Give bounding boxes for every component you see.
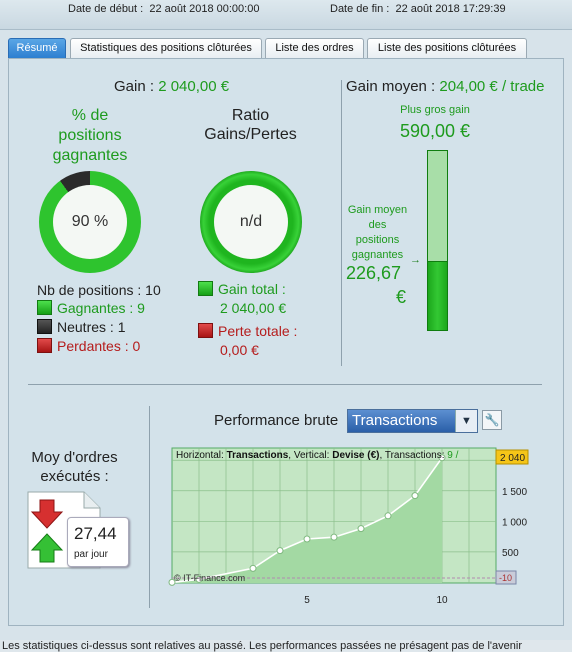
baseline-badge [495,570,517,585]
divider-vertical [341,80,342,366]
arrow-right-icon: → [410,254,421,266]
red-square-icon [198,323,213,338]
performance-chart-svg: 500 1 000 1 500 5 10 2 040 -10 Horizontal: … [168,447,529,606]
disclaimer: Les statistiques ci-dessus sont relative… [0,640,572,652]
avg-winning-value: 226,67 € [346,263,407,307]
avg-gain-bar [427,150,448,331]
gain-total-value: 2 040,00 € [220,300,287,316]
tab-orders[interactable]: Liste des ordres [265,38,364,58]
largest-gain-label: Plus gros gain [400,104,470,116]
black-square-icon [37,319,52,334]
x-tick-label: 10 [436,595,448,606]
legend-gain-total: Gain total : [198,281,286,297]
end-date: Date de fin : 22 août 2018 17:29:39 [330,3,506,15]
performance-label: Performance brute [214,412,339,429]
chart-mode-value: Transactions [352,412,438,429]
largest-gain-value: 590,00 € [399,121,471,141]
y-ticks: 500 1 000 1 500 [502,487,527,559]
data-point [384,512,392,520]
date-bar: Date de début : 22 août 2018 00:00:00 Da… [0,0,572,30]
legend-loss-total: Perte totale : [198,323,297,339]
data-point [276,547,284,555]
avg-orders-title: Moy d'ordres exécutés : [31,449,118,485]
data-point [249,564,257,572]
wrench-icon[interactable]: 🔧 [482,410,502,430]
gain-label: Gain [114,78,146,95]
green-square-icon [198,281,213,296]
baseline-label: -10 [499,573,512,583]
red-square-icon [37,338,52,353]
tab-stats-closed[interactable]: Statistiques des positions clôturées [70,38,262,58]
pct-winning-title: % de positions gagnantes [52,107,128,164]
last-value-badge [495,449,529,465]
green-square-icon [37,300,52,315]
gain-loss-ratio-value: n/d [214,185,288,259]
chart-watermark: © IT-Finance.com [174,573,245,583]
data-point [303,535,311,543]
orders-per-day-value: 27,44 [74,524,117,543]
avg-winning-label: Gain moyen des positions gagnantes [347,204,408,261]
orders-per-day-unit: par jour [74,549,108,560]
start-date: Date de début : 22 août 2018 00:00:00 [68,3,260,15]
tab-closed-positions[interactable]: Liste des positions clôturées [367,38,527,58]
divider-vertical-bottom [149,406,150,608]
divider-horizontal [28,384,542,385]
gain-loss-ratio-ring: n/d [200,171,302,273]
last-value-label: 2 040 [500,453,525,464]
x-tick-label: 5 [304,595,310,606]
orders-per-day-card: 27,44 par jour [67,517,129,567]
ratio-title: Ratio Gains/Pertes [204,107,297,143]
y-tick-label: 500 [502,548,519,559]
gain-value: 2 040,00 € [158,78,230,95]
chart-info-text: Horizontal: Transactions, Vertical: Devi… [176,450,459,461]
series-points [168,454,446,586]
legend-winning: Gagnantes : 9 [37,300,145,316]
data-point [168,578,176,586]
avg-gain-summary: Gain moyen : 204,00 € / trade [346,78,545,95]
y-tick-label: 1 500 [502,487,527,498]
series-area [172,457,442,583]
gain-summary: Gain : 2 040,00 € [114,78,230,95]
chart-mode-select[interactable]: Transactions ▼ [347,409,478,433]
series-line [171,457,443,584]
data-point [438,454,446,462]
loss-total-value: 0,00 € [220,342,259,358]
data-point [411,492,419,500]
data-point [330,533,338,541]
tab-resume[interactable]: Résumé [8,38,66,58]
chevron-down-icon[interactable]: ▼ [455,410,477,432]
winning-ratio-value: 90 % [53,185,127,259]
winning-ratio-ring: 90 % [39,171,141,273]
legend-losing: Perdantes : 0 [37,338,140,354]
avg-gain-bar-fill [428,261,447,330]
performance-chart: 500 1 000 1 500 5 10 2 040 -10 Horizontal: … [160,438,540,610]
data-point [357,525,365,533]
y-tick-label: 1 000 [502,517,527,528]
legend-neutral: Neutres : 1 [37,319,125,335]
x-ticks: 5 10 [304,595,448,606]
positions-count: Nb de positions : 10 [37,282,161,298]
